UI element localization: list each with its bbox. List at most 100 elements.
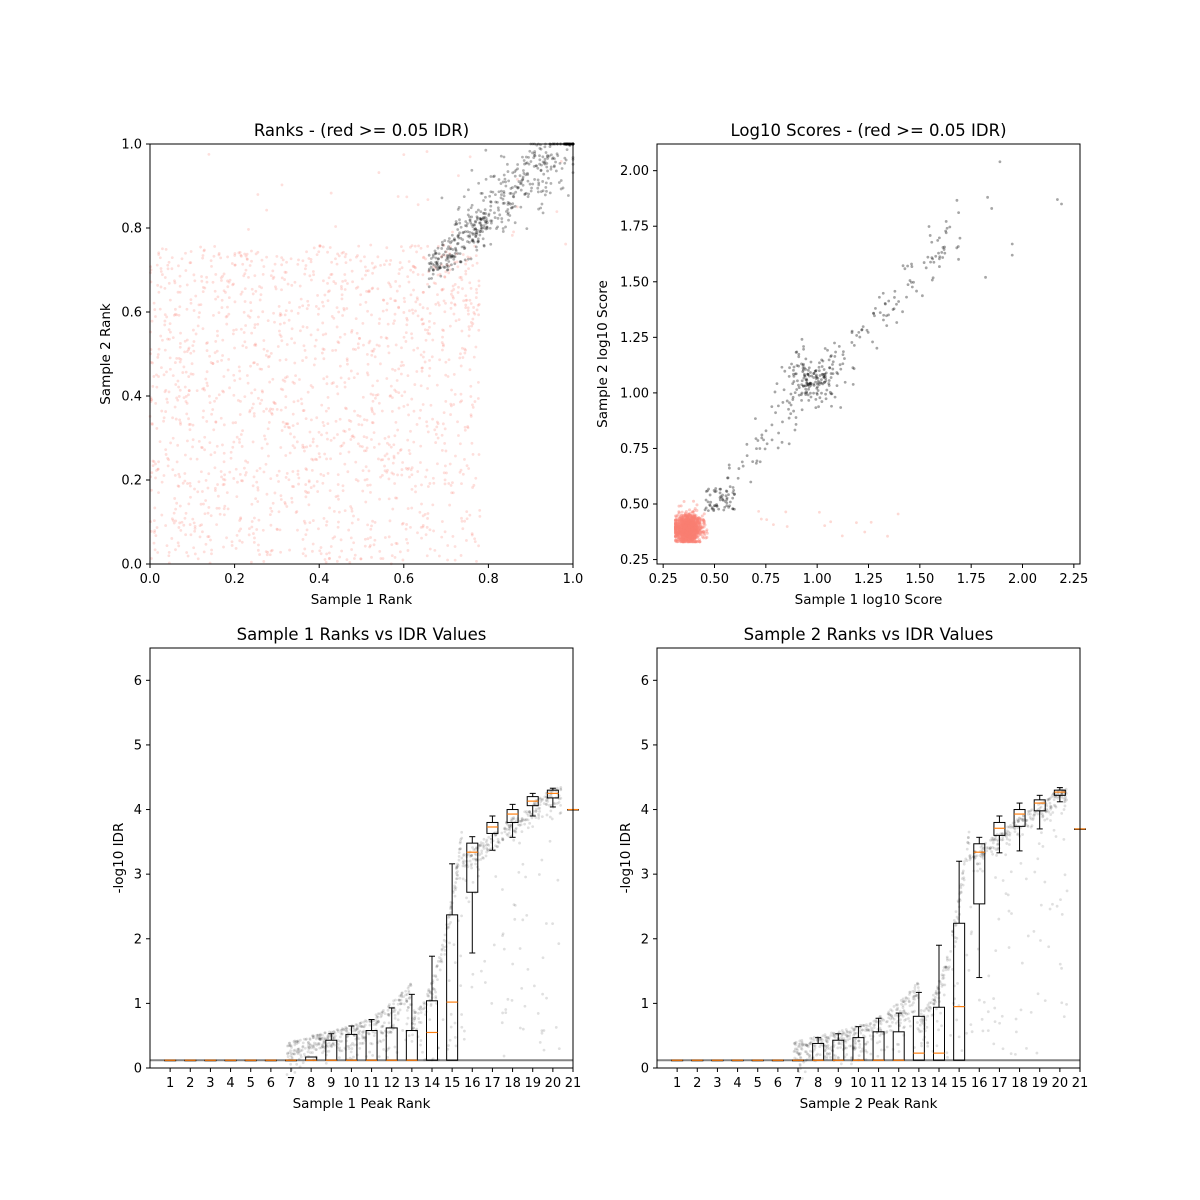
ranks-point-red [267, 365, 271, 368]
scores-point-black [792, 374, 796, 378]
scores-point-red [678, 531, 682, 535]
ranks-point-black [524, 191, 528, 195]
ranks-point-red [301, 259, 305, 263]
ranks-point-red [476, 303, 480, 307]
idr-point [376, 1015, 380, 1019]
ranks-point-red [188, 523, 192, 526]
ranks-point-red [200, 275, 203, 278]
ranks-point-red [373, 538, 377, 542]
ranks-point-red [413, 244, 417, 248]
ranks-point-black [447, 237, 451, 240]
scores-point-red [692, 525, 696, 529]
ranks-point-red [279, 387, 283, 391]
ranks-point-red [472, 355, 476, 359]
scores-point-black [797, 355, 801, 359]
idr-point [554, 1025, 558, 1029]
idr-point [1019, 1008, 1023, 1012]
ranks-point-red [167, 281, 171, 285]
idr-point [925, 1025, 929, 1029]
ranks-point-red [404, 340, 408, 343]
scores-point-black [824, 392, 827, 396]
ranks-point-red [273, 491, 277, 495]
ranks-point-red [245, 252, 249, 256]
ranks-point-red [225, 314, 229, 318]
ranks-point-red [350, 521, 354, 525]
ranks-point-black [501, 230, 505, 233]
ranks-point-black [544, 186, 548, 189]
idr-point [521, 918, 525, 922]
ranks-point-black [489, 190, 493, 194]
box [264, 1059, 277, 1062]
ranks-point-red [424, 475, 428, 479]
ranks-point-red [412, 348, 416, 352]
ranks-point-red [323, 558, 327, 561]
scores-point-red [673, 534, 677, 538]
ranks-point-red [387, 351, 391, 355]
ranks-point-red [207, 535, 211, 538]
ranks-point-red [372, 446, 376, 449]
panel-ranks: 0.0 0.2 0.4 0.6 0.8 1.00.00.20.40.60.81.0 Ran… [98, 121, 583, 608]
x-tick-label: 7 [287, 1076, 295, 1091]
ranks-point-black [485, 225, 489, 229]
scores-point-red [680, 519, 684, 523]
scores-point-black [770, 438, 774, 442]
scores-point-red [684, 522, 688, 526]
ranks-point-red [450, 301, 453, 305]
ranks-point-red [191, 344, 195, 348]
ranks-point-red [442, 471, 446, 475]
ranks-point-red [420, 366, 424, 370]
ranks-point-red [281, 420, 285, 424]
ranks-point-black [516, 186, 520, 190]
x-tick-label: 1.50 [905, 572, 934, 587]
ranks-point-red [370, 421, 374, 424]
ranks-point-red [559, 160, 563, 163]
idr-point [960, 1049, 964, 1053]
ranks-point-red [448, 252, 452, 256]
idr-point [500, 831, 504, 835]
ranks-point-red [343, 332, 347, 336]
ranks-point-red [284, 395, 288, 398]
ranks-point-red [371, 410, 374, 414]
scores-point-red [678, 516, 682, 520]
ranks-point-black [446, 268, 449, 272]
ranks-point-red [451, 294, 455, 298]
ranks-point-red [224, 291, 227, 294]
ranks-point-red [363, 537, 367, 541]
ranks-point-red [477, 380, 480, 384]
ranks-point-red [377, 442, 381, 446]
ranks-point-red [467, 312, 470, 316]
ranks-point-red [343, 288, 347, 291]
ranks-point-red [262, 409, 266, 413]
scores-point-red [705, 531, 709, 535]
scores-point-red [863, 530, 867, 534]
idr-point [520, 830, 524, 834]
idr-point [533, 802, 536, 806]
ranks-point-red [322, 516, 326, 520]
scores-point-red [696, 530, 700, 534]
ranks-point-red [326, 250, 329, 254]
ranks-point-red [214, 420, 218, 424]
scores-point-black [809, 391, 812, 395]
ranks-point-red [440, 341, 444, 344]
ranks-point-red [399, 448, 403, 451]
ranks-point-red [350, 330, 353, 334]
idr-point [501, 838, 505, 841]
ranks-point-red [410, 332, 413, 336]
idr-point [557, 800, 561, 804]
scores-point-red [694, 516, 698, 520]
ranks-point-red [464, 272, 468, 276]
ranks-point-red [449, 402, 453, 406]
ranks-point-red [269, 477, 273, 480]
ranks-point-red [472, 306, 475, 309]
ranks-point-red [394, 343, 398, 347]
ranks-point-red [244, 268, 248, 272]
ranks-point-red [261, 390, 264, 394]
scores-point-red [688, 516, 692, 520]
ranks-point-red [238, 437, 241, 441]
ranks-point-red [166, 456, 170, 460]
ranks-point-black [500, 217, 504, 220]
idr-point [536, 1012, 540, 1015]
ranks-point-red [393, 556, 397, 559]
ranks-point-red [262, 265, 266, 268]
